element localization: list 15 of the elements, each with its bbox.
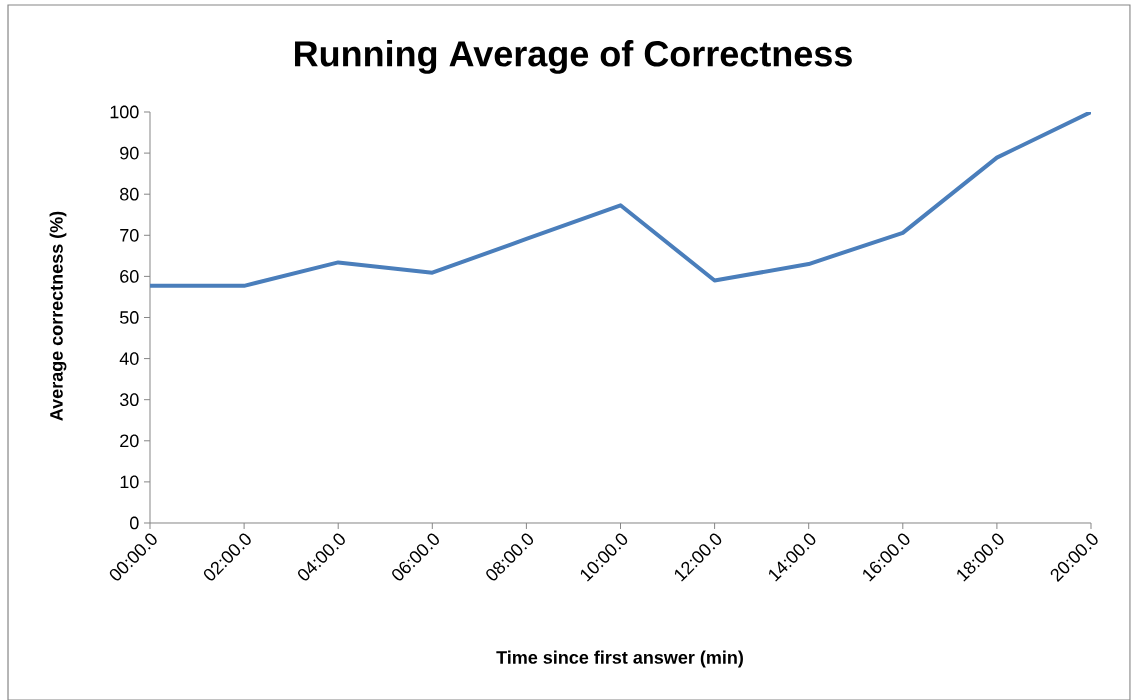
- y-tick-label: 50: [119, 311, 139, 324]
- y-tick-label: 100: [110, 105, 139, 119]
- y-tick-label: 20: [120, 434, 139, 448]
- x-axis-title: Time since first answer (min): [496, 650, 743, 668]
- y-tick-label: 90: [120, 146, 139, 160]
- y-tick-label: 60: [120, 270, 139, 283]
- y-tick-label: 10: [120, 475, 139, 489]
- y-axis-title: Average correctness (%): [49, 211, 67, 421]
- y-tick-label: 70: [120, 228, 139, 242]
- chart-title: Running Average of Correctness: [295, 40, 852, 74]
- y-tick-label: 80: [120, 187, 139, 201]
- y-tick-label: 30: [119, 393, 139, 407]
- y-tick-label: 0: [130, 516, 139, 530]
- y-tick-label: 40: [119, 352, 139, 365]
- line-series: [150, 111, 1091, 288]
